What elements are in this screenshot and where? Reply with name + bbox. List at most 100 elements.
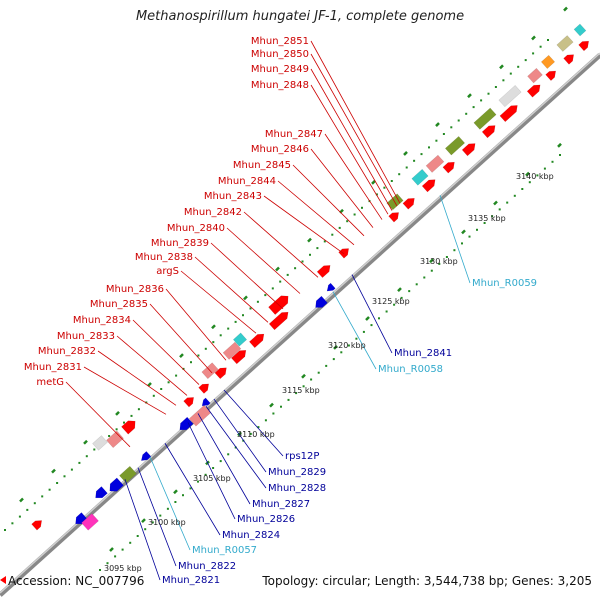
outer-dotted-guide bbox=[390, 180, 393, 182]
outer-dotted-guide bbox=[160, 388, 163, 390]
outer-dotted-guide bbox=[256, 300, 259, 303]
guide-dash bbox=[467, 93, 472, 99]
outer-dotted-guide bbox=[301, 260, 304, 263]
inner-dotted-guide bbox=[543, 167, 546, 170]
outer-dotted-guide bbox=[457, 119, 460, 122]
outer-dotted-guide bbox=[487, 92, 490, 95]
gene-outer-13 bbox=[540, 54, 556, 69]
backbone-highlight bbox=[0, 52, 600, 594]
outer-dotted-guide bbox=[547, 39, 549, 41]
inner-dotted-guide bbox=[129, 541, 132, 544]
upper-label-6: Mhun_2845 bbox=[233, 160, 291, 171]
gene-labels: Mhun_2851 Mhun_2850 Mhun_2849 Mhun_2848 Mhun… bbox=[24, 36, 537, 586]
gene-inner-14 bbox=[545, 70, 557, 81]
gene-far-2 bbox=[92, 435, 108, 451]
guide-dash bbox=[115, 410, 120, 416]
inner-dotted-guide bbox=[204, 473, 207, 476]
gene-inner-9-shape bbox=[442, 161, 455, 174]
gene-outer-10 bbox=[473, 107, 497, 130]
upper-label-9: Mhun_2842 bbox=[184, 207, 242, 218]
gene-lower-4-shape bbox=[119, 465, 137, 484]
outer-dotted-guide bbox=[204, 347, 207, 350]
gene-far-3-shape bbox=[31, 520, 43, 531]
guide-dash bbox=[275, 266, 280, 272]
upper-label-10: Mhun_2840 bbox=[167, 223, 225, 234]
genome-backbone bbox=[0, 52, 600, 597]
tick-label-2: 3105 kbp bbox=[193, 474, 231, 483]
inner-dotted-guide bbox=[400, 296, 403, 299]
gene-lower-1 bbox=[81, 513, 99, 531]
gene-inner-1 bbox=[198, 383, 210, 394]
gene-lower-5-shape bbox=[140, 451, 152, 461]
tick-label-6: 3125 kbp bbox=[372, 297, 410, 306]
guide-dash bbox=[435, 122, 440, 127]
outer-dotted-guide bbox=[130, 414, 133, 417]
guide-dash bbox=[147, 382, 152, 387]
gene-lower-8-shape bbox=[201, 397, 211, 407]
outer-dotted-guide bbox=[190, 361, 192, 364]
guide-dash bbox=[237, 431, 242, 437]
tick-label-7: 3130 kbp bbox=[420, 257, 458, 266]
inner-dotted-guide bbox=[287, 398, 290, 401]
upper-label-16: Mhun_2834 bbox=[73, 315, 131, 326]
gene-inner-13-shape bbox=[526, 84, 541, 98]
gene-inner-16-shape bbox=[578, 40, 590, 52]
inner-dotted-guide bbox=[430, 269, 433, 272]
guide-dash bbox=[269, 402, 274, 408]
inner-dotted-guide bbox=[136, 535, 139, 537]
outer-dotted-guide bbox=[63, 475, 66, 478]
inner-dotted-guide bbox=[302, 385, 305, 388]
upper-leader-5 bbox=[310, 148, 374, 228]
topology-text: Topology: circular; Length: 3,544,738 bp… bbox=[262, 574, 592, 588]
inner-dotted-guide bbox=[385, 310, 388, 313]
gene-lower-9 bbox=[315, 295, 328, 308]
gene-inner-0 bbox=[183, 397, 195, 408]
guide-dash bbox=[19, 497, 24, 503]
outer-dotted-guide bbox=[70, 468, 73, 471]
upper-label-12: Mhun_2838 bbox=[135, 252, 193, 263]
gene-inner-0-shape bbox=[183, 397, 195, 408]
gene-outer-14-shape bbox=[556, 35, 574, 52]
lower-label-0: Mhun_R0059 bbox=[472, 278, 537, 289]
inner-dotted-guide bbox=[551, 160, 554, 163]
inner-dotted-guide bbox=[362, 330, 365, 333]
guide-dash bbox=[499, 64, 504, 70]
outer-dotted-guide bbox=[242, 314, 244, 317]
gene-outer-1 bbox=[222, 341, 242, 360]
upper-leader-6 bbox=[292, 164, 365, 237]
outer-dotted-guide bbox=[152, 394, 155, 397]
upper-leader-8 bbox=[263, 195, 345, 255]
upper-label-18: Mhun_2832 bbox=[38, 346, 96, 357]
lower-label-4: Mhun_2829 bbox=[268, 467, 326, 478]
outer-dotted-guide bbox=[442, 133, 445, 135]
inner-dotted-guide bbox=[393, 303, 396, 306]
inner-dotted-guide bbox=[438, 262, 441, 265]
gene-outer-11-shape bbox=[498, 85, 522, 108]
inner-dotted-guide bbox=[189, 487, 192, 490]
inner-dotted-guide bbox=[461, 242, 463, 245]
guide-dash bbox=[365, 316, 370, 321]
outer-dotted-guide bbox=[465, 112, 468, 115]
gene-inner-13 bbox=[526, 84, 541, 98]
gene-far-0-shape bbox=[106, 430, 124, 449]
gene-outer-14 bbox=[556, 35, 574, 52]
upper-label-4: Mhun_2847 bbox=[265, 129, 323, 140]
outer-dotted-guide bbox=[26, 508, 29, 511]
outer-dotted-guide bbox=[85, 455, 88, 458]
guide-dash bbox=[403, 151, 408, 156]
gene-outer-8-shape bbox=[425, 154, 445, 173]
outer-dotted-guide bbox=[137, 408, 140, 411]
lower-leader-9 bbox=[149, 456, 191, 551]
outer-dotted-guide bbox=[93, 448, 96, 451]
inner-dotted-guide bbox=[151, 521, 154, 524]
gene-outer-13-shape bbox=[540, 54, 556, 69]
lower-leader-8 bbox=[164, 443, 221, 536]
gene-lower-9-shape bbox=[315, 295, 328, 308]
upper-label-14: Mhun_2836 bbox=[106, 284, 164, 295]
upper-label-20: metG bbox=[36, 377, 64, 388]
backbone-line bbox=[0, 53, 600, 597]
lower-leader-5 bbox=[205, 406, 267, 489]
lower-leader-1 bbox=[351, 274, 393, 354]
gene-outer-12 bbox=[527, 67, 543, 84]
outer-dotted-guide bbox=[353, 213, 356, 216]
